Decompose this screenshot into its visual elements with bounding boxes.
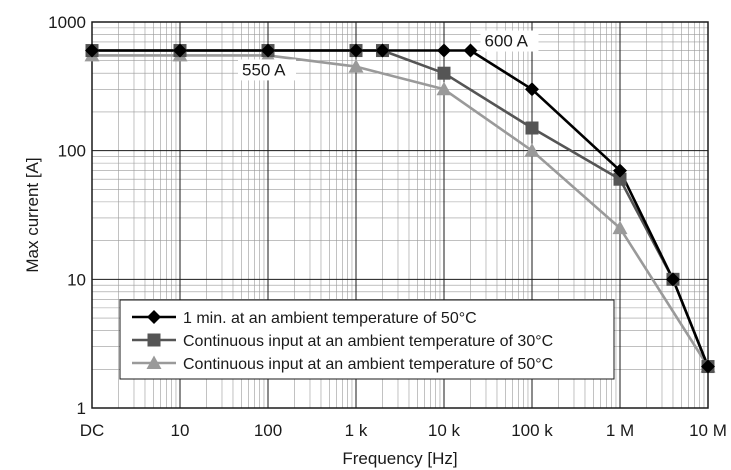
x-tick-label: 1 k bbox=[345, 421, 368, 440]
annotation-background bbox=[238, 59, 296, 81]
series-1-point bbox=[613, 163, 627, 178]
x-tick-label: 1 M bbox=[606, 421, 634, 440]
x-tick-label: DC bbox=[80, 421, 105, 440]
series-1-point bbox=[173, 43, 187, 58]
x-tick-label: 10 bbox=[171, 421, 190, 440]
series-line-3 bbox=[92, 54, 710, 368]
series-markers bbox=[84, 43, 716, 374]
series-1-point bbox=[375, 43, 390, 58]
plot-frame bbox=[91, 21, 709, 409]
series-1-point bbox=[463, 43, 478, 58]
legend-label: Continuous input at an ambient temperatu… bbox=[183, 356, 553, 373]
y-tick-label: 1 bbox=[77, 399, 86, 418]
y-tick-label: 100 bbox=[58, 142, 86, 161]
legend-marker bbox=[147, 310, 161, 324]
y-axis-label: Max current [A] bbox=[23, 157, 42, 272]
y-tick-label: 10 bbox=[67, 270, 86, 289]
series-3-point bbox=[524, 143, 540, 157]
annotation-label: 550 A bbox=[242, 60, 286, 79]
series-1-point bbox=[261, 43, 275, 58]
legend: 1 min. at an ambient temperature of 50°C… bbox=[119, 299, 615, 380]
y-tick-labels: 1 10 100 1000 bbox=[48, 13, 86, 418]
legend-box bbox=[119, 299, 615, 380]
series-1-point bbox=[85, 43, 99, 58]
y-tick-label: 1000 bbox=[48, 13, 86, 32]
annotation-label: 600 A bbox=[484, 32, 528, 51]
series-1-point bbox=[437, 43, 451, 58]
annotations: 600 A 550 A bbox=[238, 30, 539, 81]
series-3-point bbox=[436, 81, 452, 96]
legend-marker bbox=[146, 355, 162, 369]
x-tick-labels: DC 10 100 1 k 10 k 100 k 1 M 10 M bbox=[80, 421, 727, 440]
x-axis-label: Frequency [Hz] bbox=[342, 449, 457, 468]
series-2-point bbox=[613, 172, 627, 186]
series-3-point bbox=[612, 220, 628, 235]
x-tick-label: 10 k bbox=[428, 421, 461, 440]
x-tick-label: 100 k bbox=[511, 421, 553, 440]
series-3-point bbox=[348, 59, 364, 73]
series-1-point bbox=[701, 359, 715, 374]
legend-marker bbox=[147, 333, 161, 347]
x-tick-label: 10 M bbox=[689, 421, 727, 440]
series-1-point bbox=[665, 272, 680, 287]
legend-label: Continuous input at an ambient temperatu… bbox=[183, 333, 553, 350]
series-1-point bbox=[349, 43, 363, 58]
x-tick-label: 100 bbox=[254, 421, 282, 440]
series-2-point bbox=[525, 121, 539, 135]
series-2-point bbox=[437, 66, 451, 80]
annotation-background bbox=[480, 30, 539, 52]
series-1-point bbox=[525, 82, 539, 97]
legend-label: 1 min. at an ambient temperature of 50°C bbox=[183, 310, 477, 327]
